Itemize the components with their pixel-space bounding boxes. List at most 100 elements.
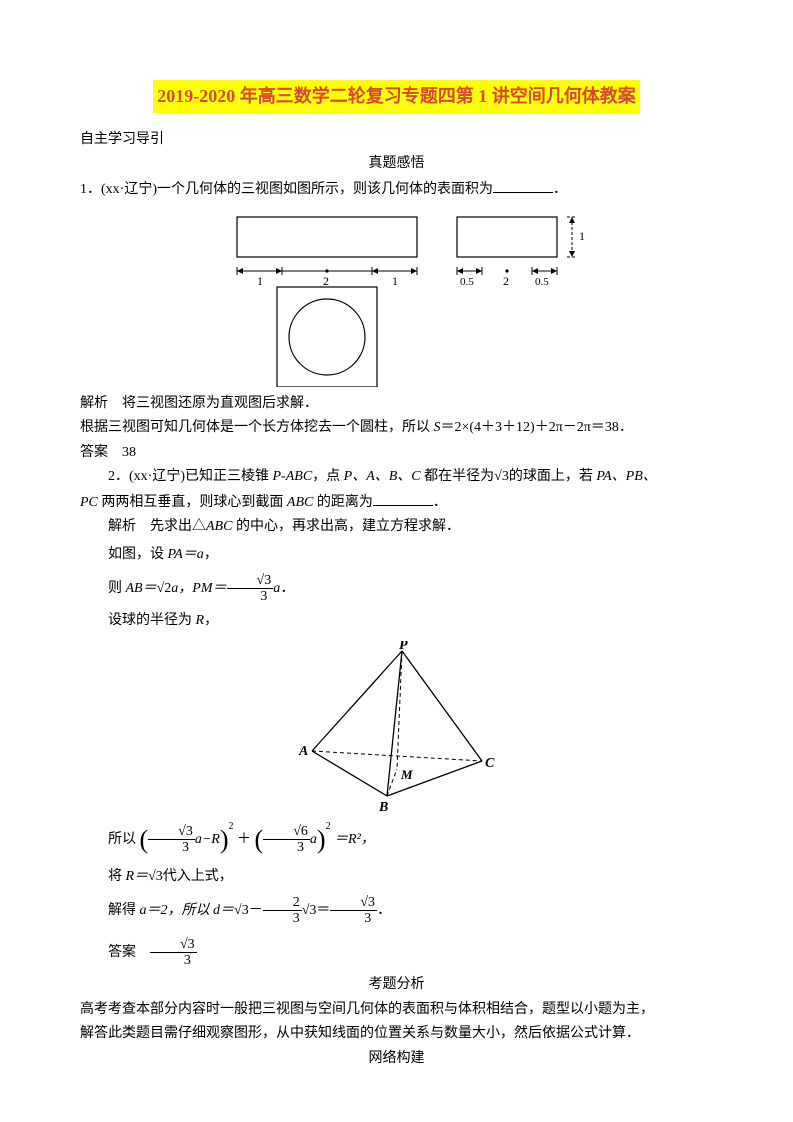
q2e: 都在半径为	[421, 469, 495, 484]
q2-setpa-c: ，	[204, 547, 218, 562]
subsection-1: 真题感悟	[80, 153, 713, 175]
svg-text:B: B	[378, 800, 388, 811]
q2-AB-line: 则 AB＝√2a，PM＝√33a．	[80, 573, 713, 605]
q2l2d: 的距离为	[313, 495, 373, 510]
q2-stem-line1: 2．(xx·辽宁)已知正三棱锥 P-ABC，点 P、A、B、C 都在半径为√3的…	[80, 466, 713, 488]
q1-l2b: S	[434, 420, 441, 435]
q2-analysis: 解析 先求出△ABC 的中心，再求出高，建立方程求解．	[80, 516, 713, 538]
q2ab-a: 则	[108, 581, 126, 596]
q2-ana-a: 先求出△	[150, 519, 206, 534]
dim-2: 2	[323, 274, 329, 288]
eq-frac1: √33	[148, 824, 195, 856]
q2ab-b: AB＝	[126, 581, 157, 596]
eq-frac2: √63	[263, 824, 310, 856]
svg-text:A: A	[298, 744, 308, 759]
q2ab-d: a．	[273, 581, 294, 596]
eq-t1post: a−R	[195, 832, 220, 847]
dim-h1: 1	[579, 229, 585, 243]
eq-pre: 所以	[108, 832, 140, 847]
q1-blank	[493, 178, 553, 193]
q2r-a: 设球的半径为	[108, 613, 196, 628]
sv-frac2: √33	[330, 895, 377, 927]
sv-frac1: 23	[263, 895, 302, 927]
analysis-label: 解析	[80, 396, 108, 411]
q2-blank	[373, 491, 433, 506]
q2-setPA: 如图，设 PA＝a，	[80, 544, 713, 566]
q2-R-line: 设球的半径为 R，	[80, 610, 713, 632]
q2-ana-c: 的中心，再求出高，建立方程求解．	[232, 519, 460, 534]
sub-c: 代入上式，	[163, 869, 233, 884]
fd1: 3	[227, 589, 274, 604]
q2c: ，点	[312, 469, 344, 484]
paren-r1: )	[220, 825, 229, 854]
svr1: 3	[242, 903, 249, 918]
q2d: P、A、B、C	[344, 469, 421, 484]
q1-ans-label: 答案	[80, 445, 108, 460]
q2f: 的球面上，若	[509, 469, 597, 484]
q2-ana-label: 解析	[108, 519, 136, 534]
q1-l2c: ＝2×(4＋3＋12)＋2π－2π＝38．	[441, 420, 633, 435]
svg-text:M: M	[400, 767, 413, 782]
q2afn: √3	[150, 937, 197, 953]
q2afd: 3	[150, 953, 197, 968]
eqf2n: √6	[263, 824, 310, 840]
q2-answer: 答案 √33	[80, 937, 713, 969]
sub-root: √3	[148, 869, 163, 884]
sv-root1: √3	[234, 903, 249, 918]
q2r-b: R	[196, 613, 205, 628]
svf1d: 3	[263, 911, 302, 926]
analysis-p2: 解答此类题目需仔细观察图形，从中获知线面的位置关系与数量大小，然后依据公式计算．	[80, 1023, 713, 1045]
q1-ans-val: 38	[122, 445, 136, 460]
q2-ans-label: 答案	[108, 945, 136, 960]
q2-sub: 将 R＝√3代入上式，	[80, 866, 713, 888]
svf2n: √3	[330, 895, 377, 911]
sub-rootv: 3	[156, 869, 163, 884]
dim-05b: 0.5	[535, 276, 549, 288]
q2-equation: 所以 (√33a−R)2 ＋ (√63a)2 ＝R²，	[80, 819, 713, 861]
q1-analysis-text: 将三视图还原为直观图后求解．	[122, 396, 318, 411]
analysis-p1: 高考考查本部分内容时一般把三视图与空间几何体的表面积与体积相结合，题型以小题为主…	[80, 999, 713, 1021]
svf2d: 3	[330, 911, 377, 926]
sv-b: a＝2，所以 d＝	[140, 903, 235, 918]
sv-a: 解得	[108, 903, 140, 918]
sub-b: R＝	[126, 869, 149, 884]
svg-text:C: C	[485, 756, 495, 771]
q2-root3-v: 3	[502, 469, 509, 484]
q1-analysis-line2: 根据三视图可知几何体是一个长方体挖去一个圆柱，所以 S＝2×(4＋3＋12)＋2…	[80, 417, 713, 439]
sv-minus: －	[249, 903, 263, 918]
dim-1b: 1	[392, 274, 398, 288]
q2-stem-line2: PC 两两相互垂直，则球心到截面 ABC 的距离为．	[80, 491, 713, 514]
subsection-2: 考题分析	[80, 974, 713, 996]
tetrahedron-figure: P A B C M	[287, 641, 507, 811]
three-views-svg: 1 2 1 0.5 2 0.5 1	[197, 207, 597, 387]
q2r-c: ，	[204, 613, 218, 628]
svg-text:P: P	[399, 641, 408, 653]
q2a: 2．(xx·辽宁)已知正三棱锥	[108, 469, 273, 484]
paren-l1: (	[140, 825, 149, 854]
intro-label: 自主学习导引	[80, 129, 713, 151]
sv-period: ．	[377, 903, 391, 918]
q2g: PA、PB、	[596, 469, 656, 484]
q1-text: 1．(xx·辽宁)一个几何体的三视图如图所示，则该几何体的表面积为	[80, 182, 493, 197]
sq2: 2	[326, 821, 331, 832]
eqf1d: 3	[148, 840, 195, 855]
title-wrap: 2019-2020 年高三数学二轮复习专题四第 1 讲空间几何体教案	[80, 80, 713, 127]
paren-r2: )	[317, 825, 326, 854]
q2l2c: ABC	[287, 495, 313, 510]
q2l2b: 两两相互垂直，则球心到截面	[98, 495, 287, 510]
three-views-figure: 1 2 1 0.5 2 0.5 1	[197, 207, 597, 387]
q2l2a: PC	[80, 495, 98, 510]
dim-2b: 2	[503, 274, 509, 288]
subsection-3: 网络构建	[80, 1048, 713, 1070]
eqf1n: √3	[148, 824, 195, 840]
q2-ans-frac: √33	[150, 937, 197, 969]
eqf2d: 3	[263, 840, 310, 855]
eq-plus: ＋	[237, 832, 251, 847]
tetra-svg: P A B C M	[287, 641, 507, 811]
sq1: 2	[229, 821, 234, 832]
q1-l2a: 根据三视图可知几何体是一个长方体挖去一个圆柱，所以	[80, 420, 434, 435]
paren-l2: (	[255, 825, 264, 854]
sub-a: 将	[108, 869, 126, 884]
page-title: 2019-2020 年高三数学二轮复习专题四第 1 讲空间几何体教案	[153, 80, 640, 113]
svf1n: 2	[263, 895, 302, 911]
